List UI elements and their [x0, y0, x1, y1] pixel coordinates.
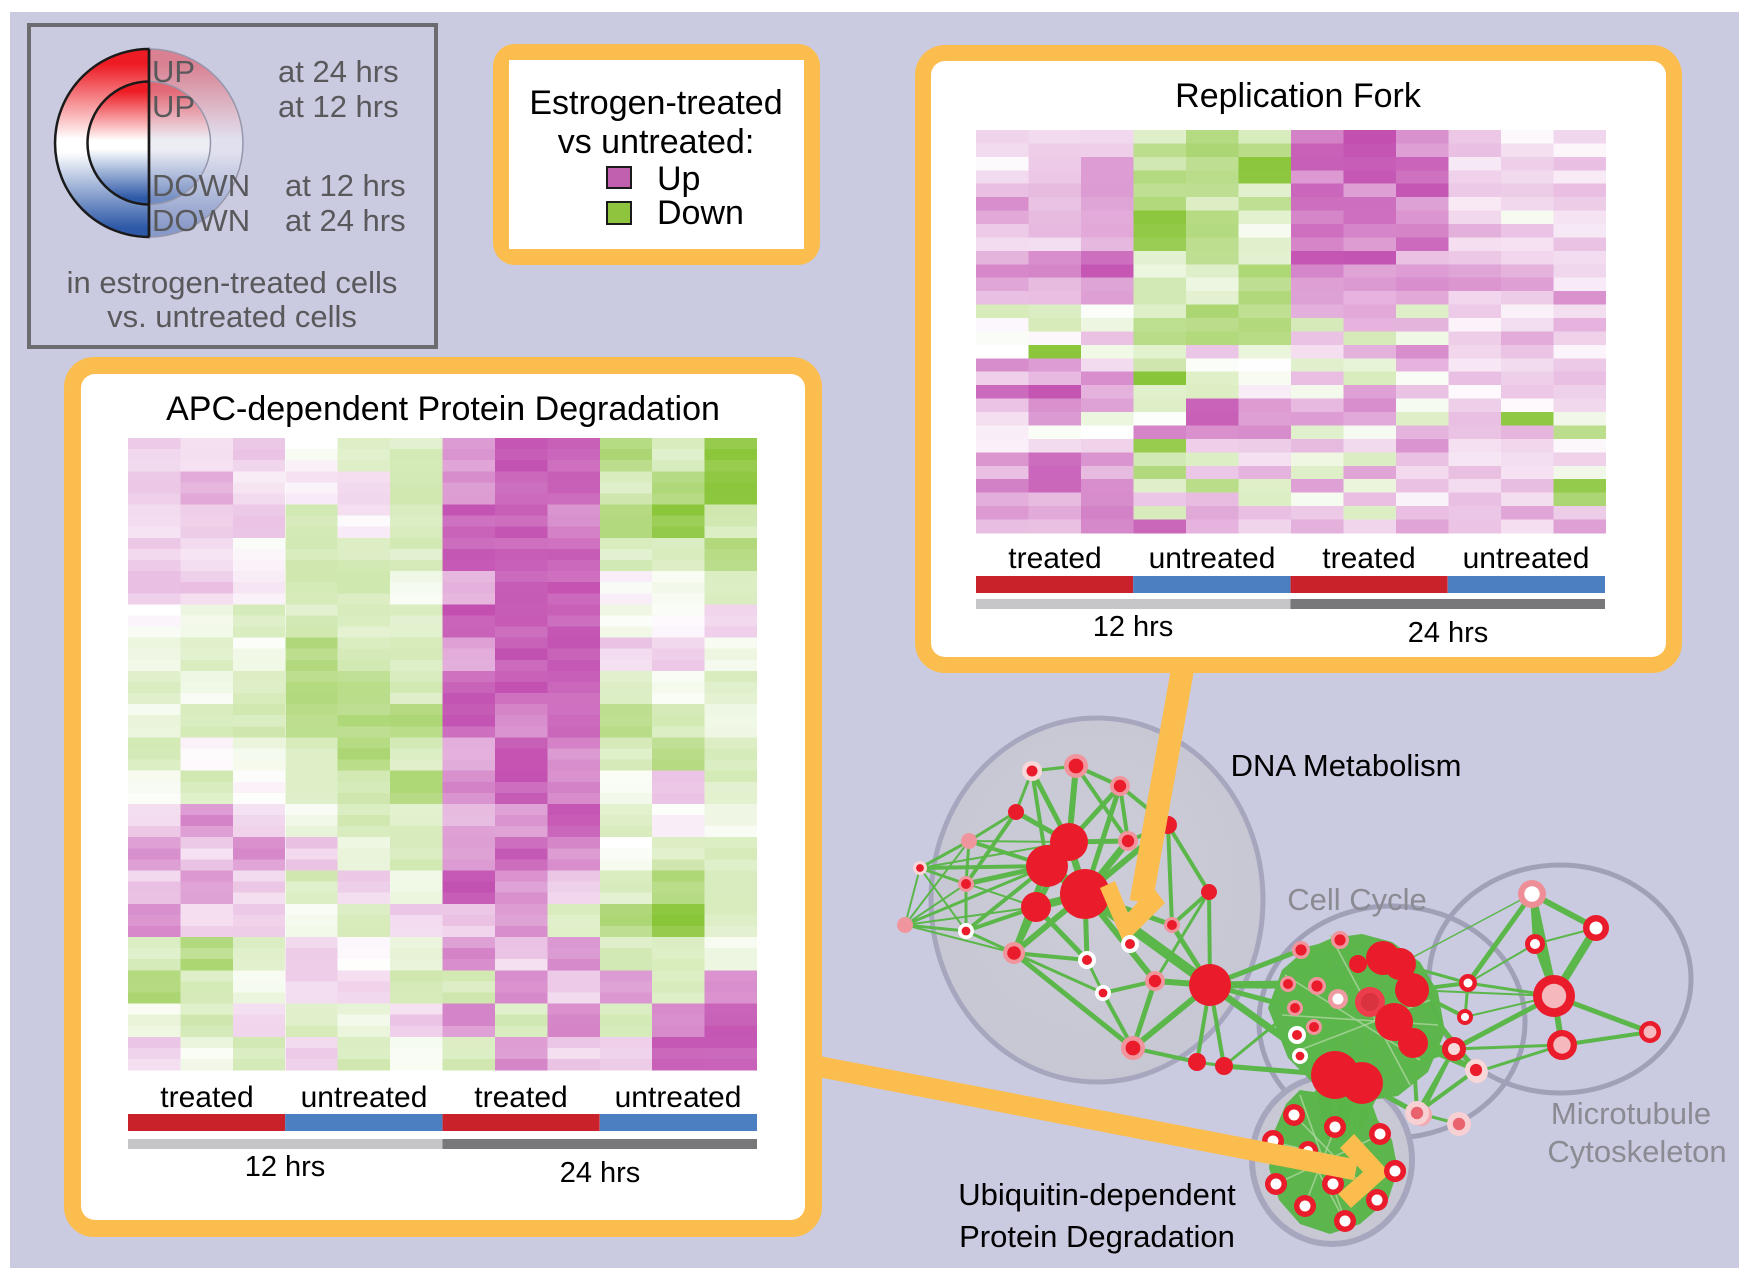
svg-text:Cell Cycle: Cell Cycle	[1287, 882, 1427, 917]
svg-text:DOWN: DOWN	[152, 203, 250, 238]
svg-text:at 24 hrs: at 24 hrs	[278, 54, 399, 89]
svg-text:untreated: untreated	[301, 1081, 428, 1114]
svg-text:at 12 hrs: at 12 hrs	[278, 89, 399, 124]
svg-text:Down: Down	[657, 194, 744, 232]
svg-text:at 24 hrs: at 24 hrs	[285, 203, 406, 238]
svg-text:vs untreated:: vs untreated:	[558, 123, 755, 161]
svg-text:Up: Up	[657, 160, 700, 198]
svg-text:treated: treated	[160, 1081, 253, 1114]
svg-text:untreated: untreated	[1463, 542, 1590, 575]
svg-text:DOWN: DOWN	[152, 168, 250, 203]
svg-text:untreated: untreated	[615, 1081, 742, 1114]
svg-text:24 hrs: 24 hrs	[560, 1157, 641, 1189]
svg-text:in estrogen-treated cells: in estrogen-treated cells	[67, 265, 398, 300]
svg-text:24 hrs: 24 hrs	[1408, 617, 1489, 649]
svg-text:Estrogen-treated: Estrogen-treated	[529, 84, 782, 122]
svg-text:untreated: untreated	[1149, 542, 1276, 575]
svg-text:12 hrs: 12 hrs	[245, 1151, 326, 1183]
svg-text:Protein Degradation: Protein Degradation	[959, 1219, 1235, 1254]
svg-text:treated: treated	[1008, 542, 1101, 575]
svg-text:Replication Fork: Replication Fork	[1175, 77, 1422, 115]
svg-text:Microtubule: Microtubule	[1551, 1096, 1711, 1131]
svg-text:12 hrs: 12 hrs	[1093, 611, 1174, 643]
svg-text:APC-dependent Protein Degradat: APC-dependent Protein Degradation	[166, 390, 720, 428]
svg-text:Ubiquitin-dependent: Ubiquitin-dependent	[958, 1177, 1236, 1212]
svg-text:UP: UP	[152, 89, 195, 124]
svg-text:at 12 hrs: at 12 hrs	[285, 168, 406, 203]
svg-text:UP: UP	[152, 54, 195, 89]
svg-text:Cytoskeleton: Cytoskeleton	[1547, 1134, 1726, 1169]
svg-text:DNA Metabolism: DNA Metabolism	[1231, 748, 1462, 783]
svg-text:vs. untreated cells: vs. untreated cells	[107, 299, 357, 334]
svg-text:treated: treated	[474, 1081, 567, 1114]
svg-text:treated: treated	[1322, 542, 1415, 575]
